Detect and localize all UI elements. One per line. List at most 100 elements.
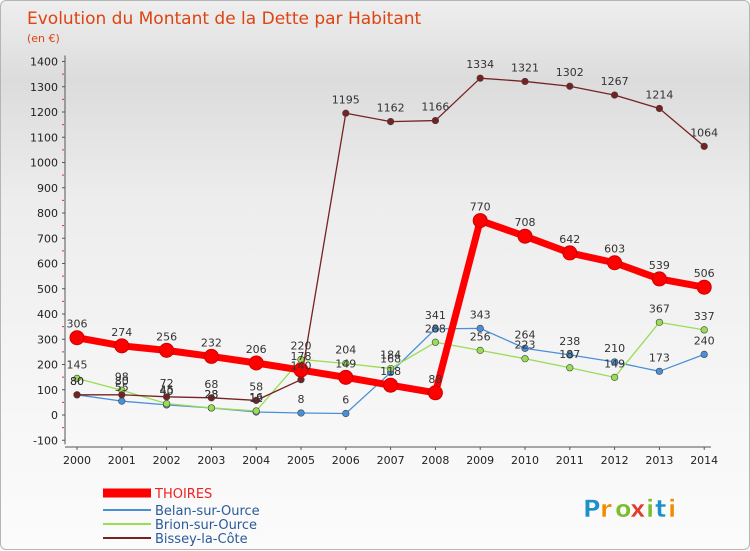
data-label: 256	[470, 330, 491, 343]
data-point	[207, 394, 215, 402]
x-tick-label: 2013	[645, 454, 673, 467]
y-tick-label: 1400	[30, 56, 58, 69]
data-label: 1302	[556, 66, 584, 79]
y-tick-label: 100	[37, 384, 58, 397]
data-point	[472, 213, 488, 229]
data-label: 341	[425, 309, 446, 322]
y-tick-label: 200	[37, 359, 58, 372]
data-point	[118, 391, 126, 399]
data-label: 68	[204, 378, 218, 391]
data-label: 8	[298, 393, 305, 406]
data-point	[476, 324, 484, 332]
data-point	[651, 271, 667, 287]
data-point	[69, 330, 85, 346]
data-point	[163, 393, 171, 401]
data-label: 168	[380, 353, 401, 366]
data-point	[610, 373, 619, 381]
y-tick-label: 1200	[30, 106, 58, 119]
legend: THOIRES Belan-sur-OurceBrion-sur-OurceBis…	[103, 487, 260, 547]
data-point	[700, 350, 708, 359]
x-tick-label: 2007	[377, 454, 405, 467]
data-label: 28	[204, 388, 218, 401]
data-label: 149	[604, 357, 625, 370]
data-label: 173	[649, 351, 670, 364]
data-point	[338, 369, 354, 385]
data-point	[607, 255, 623, 271]
y-tick-label: 300	[37, 333, 58, 346]
data-label: 72	[160, 377, 174, 390]
legend-label: Brion-sur-Ource	[155, 518, 257, 533]
data-label: 1162	[377, 102, 405, 115]
x-tick-label: 2006	[332, 454, 360, 467]
data-label: 6	[342, 393, 349, 406]
y-tick-label: 700	[37, 232, 58, 245]
chart-title: Evolution du Montant de la Dette par Hab…	[27, 9, 422, 29]
y-tick-label: 400	[37, 308, 58, 321]
logo-letter: r	[600, 495, 612, 523]
data-label: 1334	[466, 58, 494, 71]
data-label: 223	[515, 339, 536, 352]
data-point	[610, 358, 619, 366]
data-point	[562, 245, 578, 261]
data-point	[114, 338, 130, 354]
data-point	[163, 400, 171, 408]
data-point	[252, 407, 260, 415]
data-labels: 306 274 256 232 206 178 149 118 88 770 708 642 603 53…	[67, 58, 719, 406]
data-label: 40	[160, 385, 174, 398]
data-label: 1214	[645, 88, 673, 101]
logo-letter: P	[583, 495, 601, 523]
y-tick-label: 900	[37, 182, 58, 195]
x-tick-label: 2002	[153, 454, 181, 467]
data-point	[342, 359, 350, 368]
data-label: 204	[335, 343, 356, 356]
data-label: 45	[160, 384, 174, 397]
logo-letter: i	[668, 495, 676, 523]
data-label: 1166	[421, 101, 449, 114]
data-point	[159, 342, 175, 358]
data-point	[73, 391, 81, 399]
data-label: 1064	[690, 126, 718, 139]
data-label: 88	[428, 373, 442, 386]
data-label: 178	[291, 350, 312, 363]
x-tick-label: 2003	[197, 454, 225, 467]
data-label: 232	[201, 336, 222, 349]
data-point	[207, 404, 215, 412]
data-point	[431, 116, 440, 125]
data-label: 220	[291, 339, 312, 352]
data-point	[696, 279, 712, 295]
data-label: 80	[70, 375, 84, 388]
data-label: 140	[291, 360, 312, 373]
data-point	[118, 397, 126, 405]
data-label: 238	[559, 335, 580, 348]
data-label: 240	[694, 334, 715, 347]
data-point	[521, 355, 529, 363]
data-label: 118	[380, 365, 401, 378]
y-tick-label: -100	[33, 434, 58, 447]
data-label: 288	[425, 322, 446, 335]
data-point	[203, 348, 219, 364]
data-point	[383, 377, 399, 393]
data-label: 149	[335, 357, 356, 370]
axes: -100 0 100 200 300 400 500 600 700 800 900 1000 1100…	[30, 55, 718, 467]
logo-letter: x	[630, 495, 646, 523]
data-label: 184	[380, 349, 401, 362]
data-point	[73, 374, 81, 382]
data-point	[476, 346, 484, 354]
x-tick-label: 2012	[601, 454, 629, 467]
data-label: 539	[649, 259, 670, 272]
data-point	[566, 351, 574, 359]
data-label: 28	[204, 388, 218, 401]
data-point	[293, 362, 309, 378]
data-point	[566, 82, 574, 90]
data-point	[566, 364, 574, 372]
y-tick-label: 1000	[30, 157, 58, 170]
logo-letter: t	[655, 495, 666, 523]
data-label: 264	[515, 328, 536, 341]
y-tick-label: 500	[37, 283, 58, 296]
data-point	[248, 355, 264, 371]
data-label: 206	[246, 343, 267, 356]
data-point	[427, 385, 443, 401]
data-point	[252, 396, 260, 404]
